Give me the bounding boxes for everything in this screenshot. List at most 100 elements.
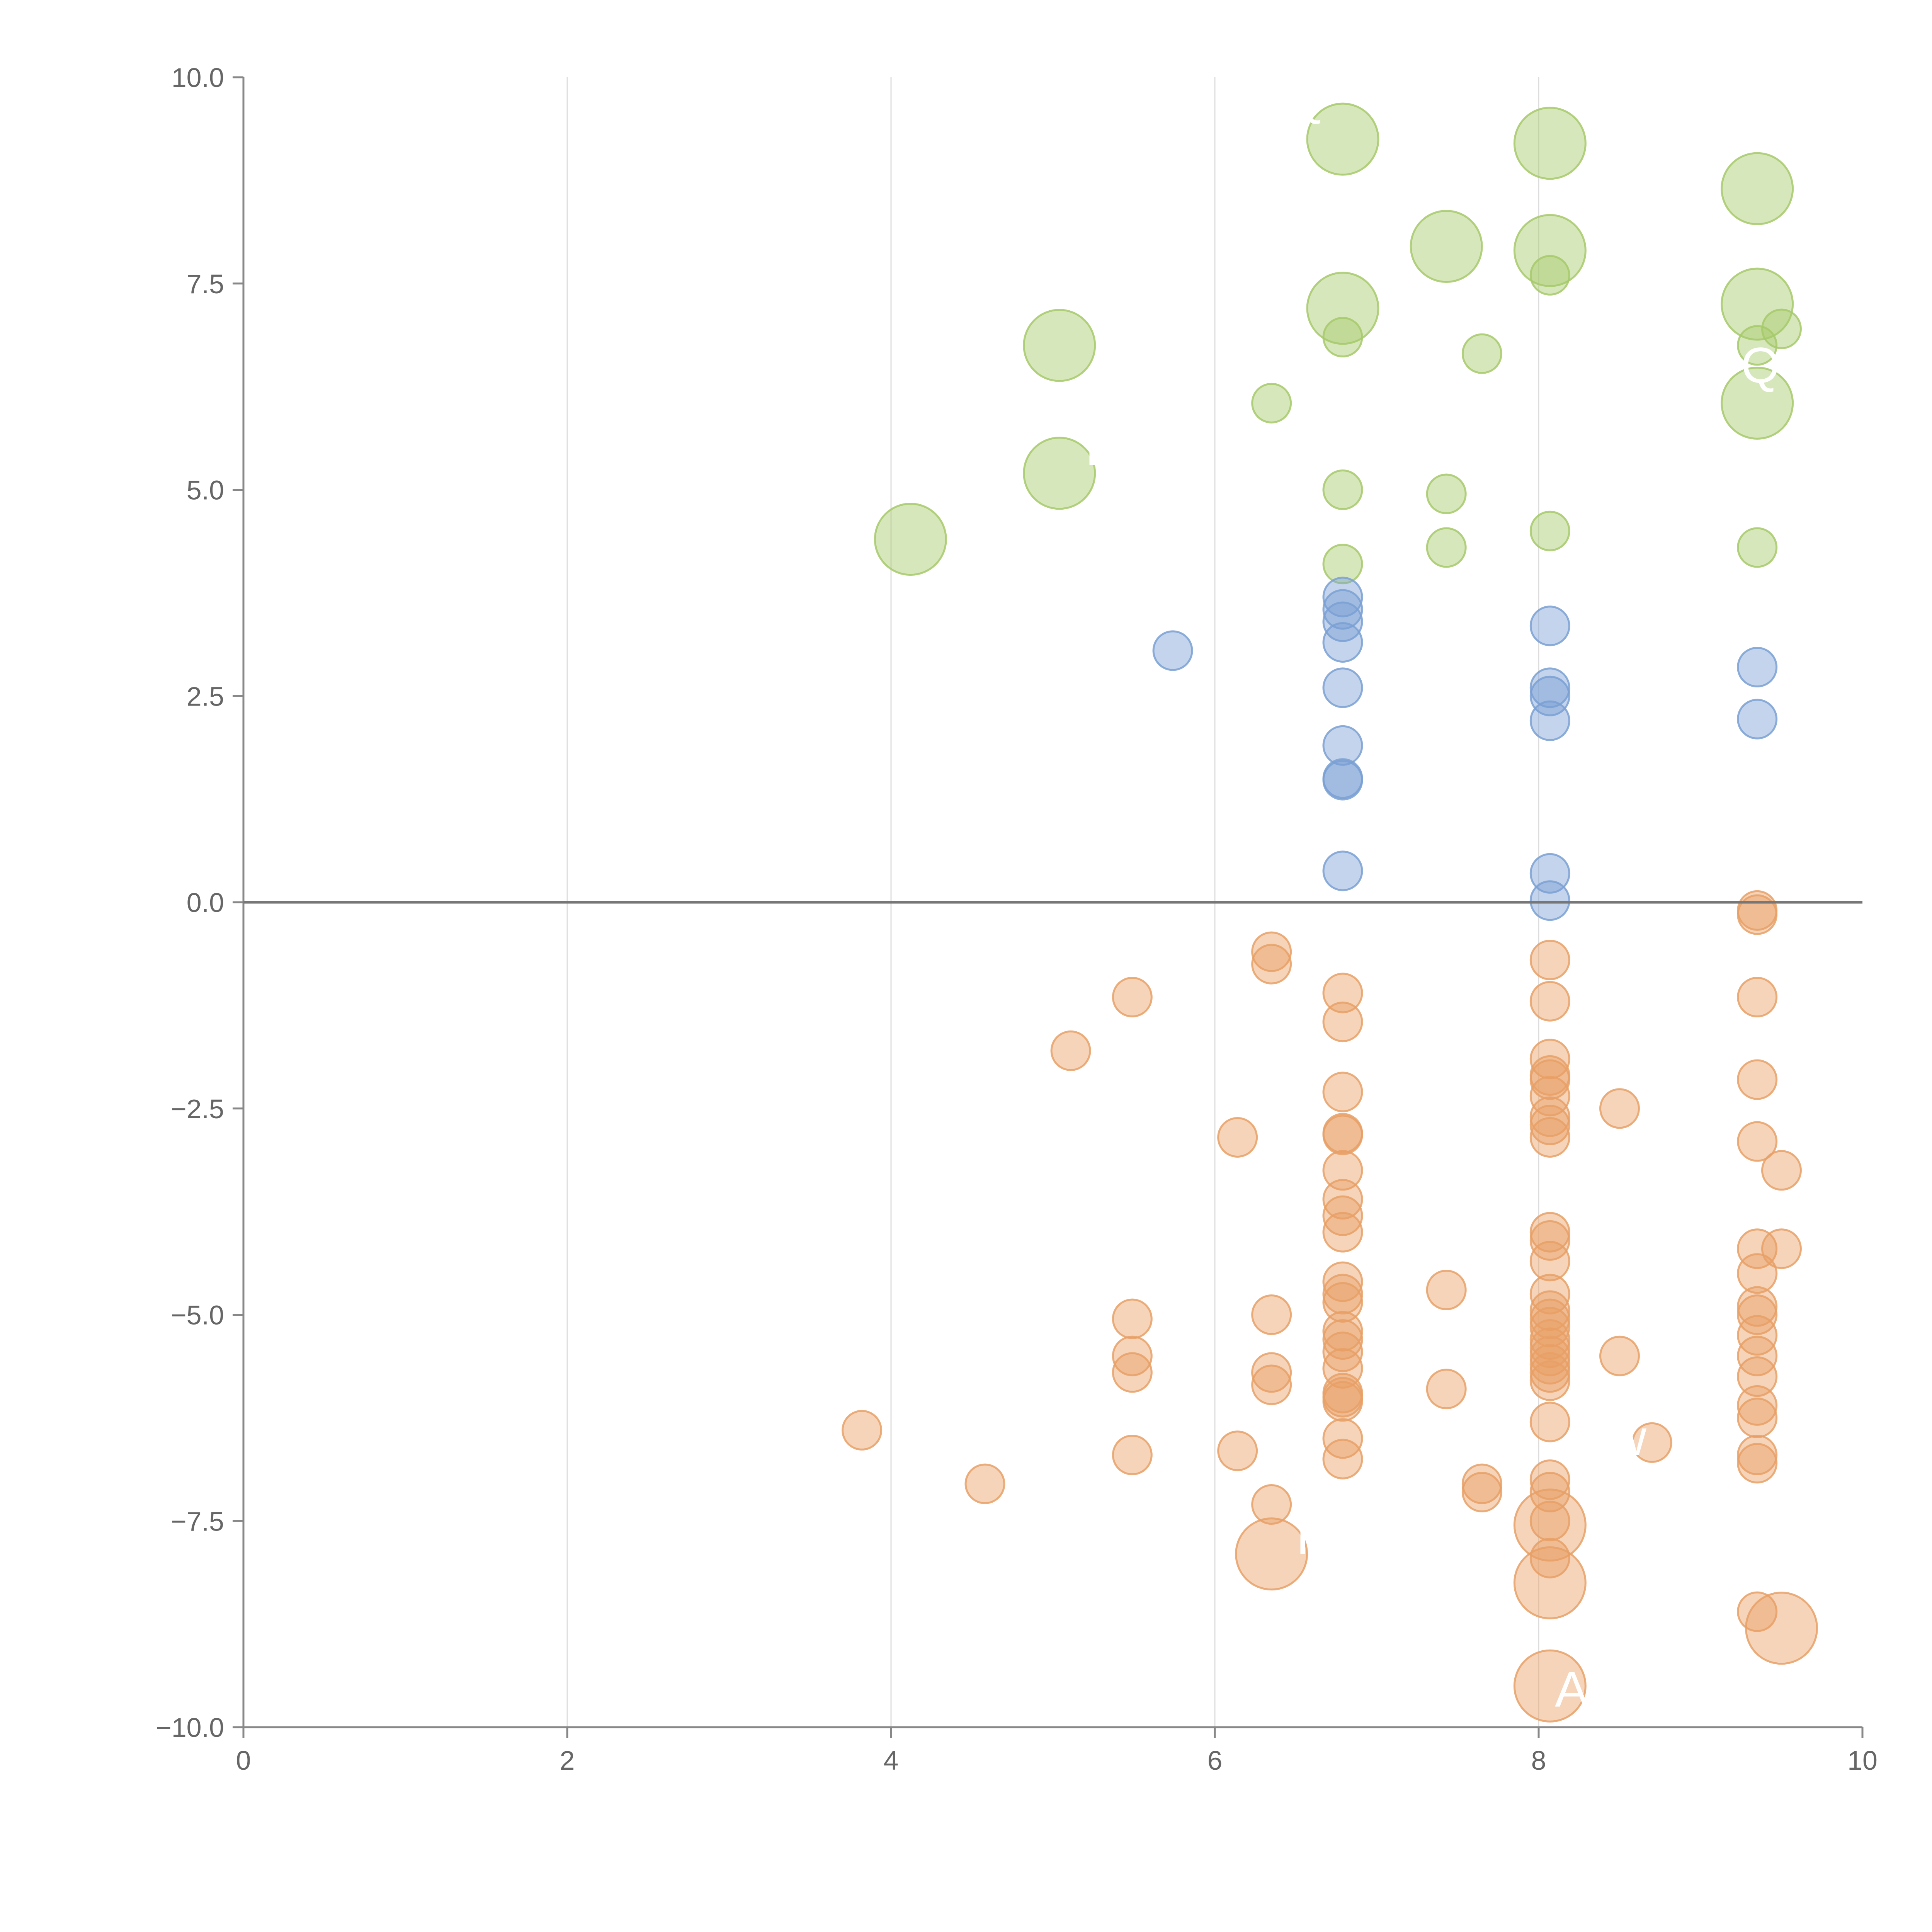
bubble-point-mid — [1322, 725, 1363, 766]
bubble-point-high — [1251, 383, 1292, 423]
bubble-point-mid — [1322, 667, 1363, 708]
bubble-point-low — [1529, 1096, 1570, 1137]
bubble-point-low — [1426, 1269, 1467, 1310]
bubble-point-low — [1529, 1344, 1570, 1385]
bubble-point-mid — [1322, 622, 1363, 663]
bubble-point-low — [1322, 1418, 1363, 1459]
bubble-point-low — [1529, 1076, 1570, 1117]
bubble-point-low — [1737, 1286, 1778, 1327]
bubble-point-low — [1322, 1195, 1363, 1236]
bubble-point-high — [874, 503, 947, 576]
bubble-point-low — [1529, 1241, 1570, 1282]
bubble-point-low — [1529, 981, 1570, 1022]
bubble-point-mid — [1322, 589, 1363, 630]
bubble-point-low — [1737, 1121, 1778, 1162]
bubble-point-low — [1461, 1472, 1502, 1513]
bubble-point-low — [1322, 1114, 1363, 1155]
bubble-point-low — [1529, 1290, 1570, 1331]
bubble-point-low — [1322, 973, 1363, 1014]
bubble-point-low — [1529, 1401, 1570, 1442]
bubble-point-high — [1322, 544, 1363, 585]
bubble-point-high — [1737, 527, 1778, 568]
x-tick-label: 0 — [236, 1745, 251, 1776]
bubble-point-low — [1529, 1104, 1570, 1145]
bubble-point-high — [1023, 309, 1096, 382]
bubble-point-low — [1529, 1039, 1570, 1080]
bubble-point-low — [1112, 977, 1153, 1018]
y-tick-label: −10.0 — [156, 1713, 224, 1743]
bubble-point-low — [1529, 1307, 1570, 1348]
bubble-point-low — [1322, 1071, 1363, 1112]
bubble-point-low — [1737, 1228, 1778, 1269]
bubble-point-mid — [1322, 601, 1363, 642]
bubble-point-low — [1322, 1274, 1363, 1315]
bubble-point-low — [1513, 1649, 1587, 1723]
bubble-point-low — [1737, 1385, 1778, 1426]
bubble-point-low — [1513, 1546, 1587, 1619]
y-tick-label: 0.0 — [187, 888, 224, 918]
bubble-point-low — [1529, 1319, 1570, 1360]
bubble-point-low — [1529, 1220, 1570, 1261]
bubble-point-high — [1529, 255, 1570, 296]
bubble-point-low — [1529, 1327, 1570, 1368]
bubble-point-high — [1513, 107, 1587, 180]
bubble-point-low — [1112, 1335, 1153, 1376]
bubble-point-low — [1322, 1319, 1363, 1360]
bubble-point-low — [1513, 1488, 1587, 1562]
bubble-point-low — [1235, 1517, 1308, 1591]
bubble-point-low — [1529, 1352, 1570, 1393]
annotation-label: In — [1296, 1509, 1338, 1565]
x-tick-label: 4 — [884, 1745, 899, 1776]
bubble-point-mid — [1737, 699, 1778, 740]
bubble-point-low — [1251, 1364, 1292, 1405]
bubble-point-low — [1529, 1117, 1570, 1158]
annotation-label: Q — [1741, 337, 1780, 393]
bubble-point-low — [1112, 1298, 1153, 1339]
bubble-point-low — [1737, 1294, 1778, 1335]
y-tick-label: 7.5 — [187, 269, 224, 299]
bubble-point-low — [1737, 1253, 1778, 1294]
bubble-point-low — [1251, 944, 1292, 985]
bubble-point-low — [1251, 1352, 1292, 1393]
bubble-point-low — [1322, 1150, 1363, 1191]
bubble-point-mid — [1322, 850, 1363, 891]
x-tick-label: 10 — [1847, 1745, 1878, 1776]
bubble-point-low — [1529, 1335, 1570, 1376]
bubble-point-low — [964, 1463, 1005, 1504]
bubble-point-high — [1023, 437, 1096, 510]
bubble-point-mid — [1529, 605, 1570, 646]
bubble-point-mid — [1529, 675, 1570, 716]
y-tick-label: −5.0 — [171, 1300, 224, 1330]
bubble-point-low — [1529, 939, 1570, 980]
bubble-point-low — [1737, 1356, 1778, 1397]
bubble-point-low — [1251, 1484, 1292, 1525]
bubble-point-low — [1322, 1282, 1363, 1323]
bubble-point-low — [1737, 894, 1778, 935]
bubble-point-low — [1761, 1228, 1802, 1269]
bubble-point-high — [1761, 308, 1802, 349]
bubble-point-high — [1721, 267, 1794, 341]
x-tick-label: 8 — [1531, 1745, 1546, 1776]
bubble-point-low — [1599, 1088, 1640, 1129]
bubble-point-low — [1322, 1348, 1363, 1389]
bubble-point-low — [1322, 1179, 1363, 1220]
bubble-point-low — [1631, 1422, 1672, 1463]
bubble-point-low — [1050, 1030, 1091, 1071]
bubble-point-low — [1737, 1335, 1778, 1376]
bubble-point-low — [842, 1410, 883, 1451]
bubble-point-high — [1426, 473, 1467, 514]
bubble-point-low — [1529, 1059, 1570, 1100]
bubble-point-low — [1112, 1434, 1153, 1475]
bubble-point-low — [1529, 1500, 1570, 1541]
bubble-point-low — [1737, 1434, 1778, 1475]
bubble-point-low — [1529, 1472, 1570, 1513]
bubble-point-low — [1322, 1381, 1363, 1422]
bubble-point-low — [1737, 1059, 1778, 1100]
bubble-point-low — [1761, 1150, 1802, 1191]
x-tick-label: 6 — [1208, 1745, 1223, 1776]
bubble-point-low — [1322, 1212, 1363, 1253]
bubble-point-low — [1529, 1459, 1570, 1500]
bubble-point-high — [1410, 210, 1483, 283]
bubble-point-low — [1529, 1274, 1570, 1315]
